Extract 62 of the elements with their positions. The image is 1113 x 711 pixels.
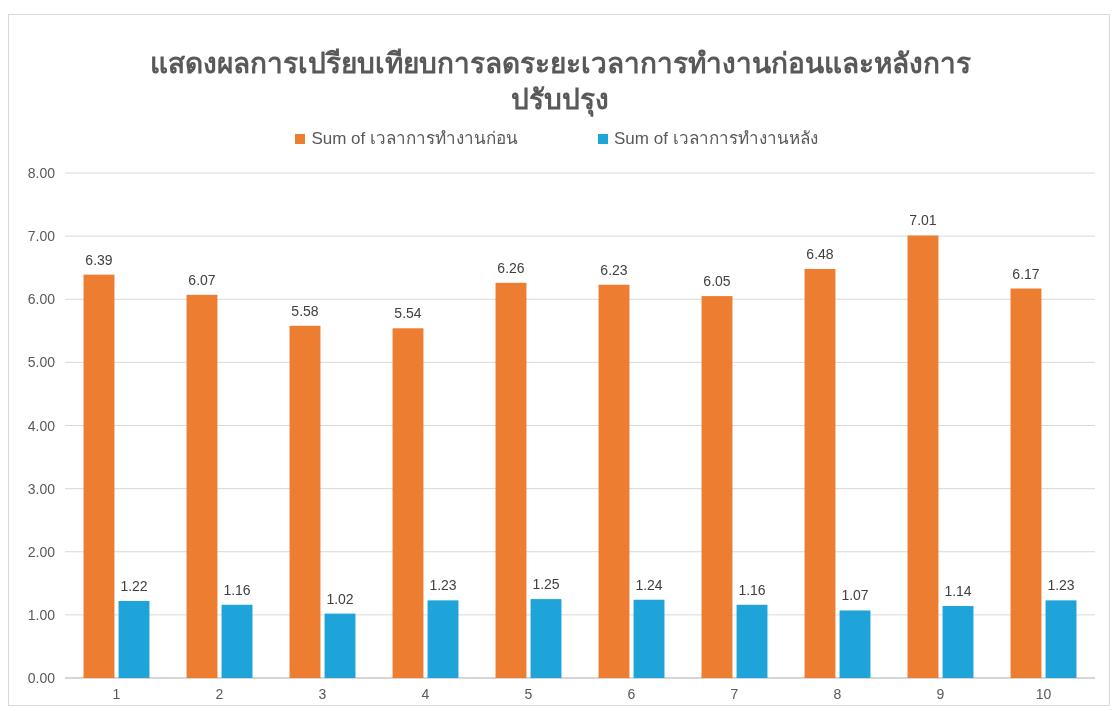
y-tick-label: 8.00 <box>27 165 56 181</box>
bar <box>598 284 630 678</box>
y-tick-label: 0.00 <box>27 670 56 686</box>
bar <box>530 599 562 678</box>
bar <box>392 328 424 678</box>
bar <box>83 274 115 678</box>
bar <box>1010 288 1042 678</box>
data-label: 6.17 <box>1012 265 1040 282</box>
bar <box>736 604 768 678</box>
bar <box>289 325 321 678</box>
x-tick-label: 7 <box>730 686 739 702</box>
legend-label: Sum of เวลาการทำงานก่อน <box>311 129 518 148</box>
data-label: 5.58 <box>291 302 319 319</box>
data-label: 1.25 <box>532 576 560 593</box>
data-label: 6.39 <box>85 251 113 268</box>
data-label: 6.26 <box>497 259 525 276</box>
data-label: 1.22 <box>120 577 148 594</box>
data-label: 1.16 <box>223 581 251 598</box>
x-tick-label: 8 <box>833 686 842 702</box>
x-tick-label: 2 <box>215 686 224 702</box>
data-label: 1.14 <box>944 583 972 600</box>
y-tick-label: 6.00 <box>27 291 56 308</box>
bar <box>324 613 356 678</box>
x-tick-label: 4 <box>421 686 430 702</box>
data-label: 6.23 <box>600 261 628 278</box>
bar <box>633 599 665 678</box>
data-label: 1.24 <box>635 576 663 593</box>
bar <box>118 600 150 678</box>
data-label: 1.02 <box>326 590 354 607</box>
bar <box>1045 600 1077 678</box>
bar <box>221 604 253 678</box>
chart-title: แสดงผลการเปรียบเทียบการลดระยะเวลาการทำงานก่อนและหลังการปรับปรุง <box>148 47 972 118</box>
bar <box>942 606 974 678</box>
data-label: 6.07 <box>188 271 216 288</box>
bar <box>907 235 939 678</box>
x-tick-label: 9 <box>936 686 945 702</box>
data-label: 6.48 <box>806 245 834 262</box>
x-tick-label: 6 <box>627 686 636 702</box>
x-tick-label: 5 <box>524 686 533 702</box>
y-tick-label: 7.00 <box>27 228 56 245</box>
x-tick-label: 3 <box>318 686 327 702</box>
data-label: 7.01 <box>909 212 937 229</box>
bar <box>427 600 459 678</box>
x-tick-label: 1 <box>112 686 121 702</box>
data-label: 5.54 <box>394 305 422 322</box>
y-tick-label: 2.00 <box>27 543 56 560</box>
data-label: 1.23 <box>429 577 457 594</box>
bar <box>186 294 218 678</box>
bar <box>839 610 871 678</box>
data-label: 1.07 <box>841 587 869 604</box>
data-label: 6.05 <box>703 273 731 290</box>
legend-label: Sum of เวลาการทำงานหลัง <box>614 129 818 148</box>
bar <box>495 282 527 678</box>
y-tick-label: 5.00 <box>27 354 56 371</box>
y-tick-label: 1.00 <box>27 606 56 623</box>
bar <box>701 296 733 678</box>
bar <box>804 268 836 678</box>
data-label: 1.23 <box>1047 577 1075 594</box>
y-tick-label: 3.00 <box>27 480 56 497</box>
x-tick-label: 10 <box>1035 686 1052 702</box>
data-label: 1.16 <box>738 581 766 598</box>
y-tick-label: 4.00 <box>27 417 56 434</box>
